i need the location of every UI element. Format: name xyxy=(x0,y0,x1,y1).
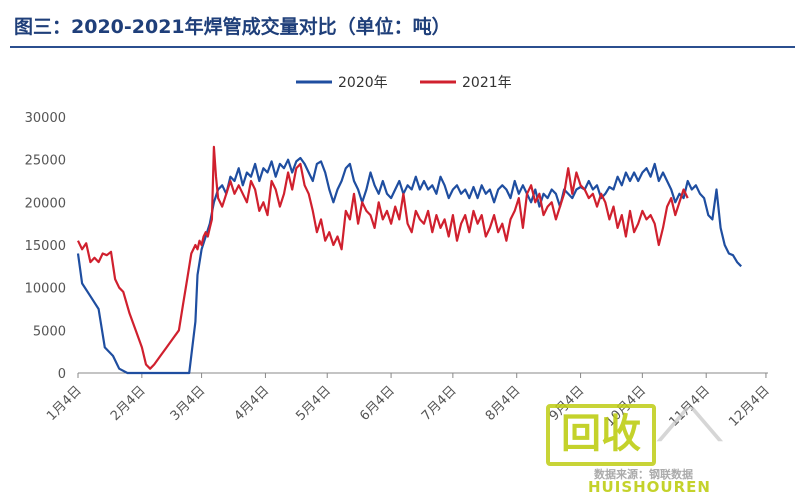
x-tick-label: 5月4日 xyxy=(293,383,334,424)
y-tick-label: 0 xyxy=(58,367,66,382)
watermark-arrow-icon: ⟋⟍ xyxy=(658,400,724,451)
series-line-2021 xyxy=(77,145,689,370)
title-bar: 图三：2020-2021年焊管成交量对比（单位：吨） xyxy=(0,0,800,52)
y-tick-label: 10000 xyxy=(25,282,66,297)
y-tick-label: 25000 xyxy=(25,154,66,169)
series-layer xyxy=(76,145,742,375)
x-tick-label: 6月4日 xyxy=(357,383,398,424)
x-tick-label: 4月4日 xyxy=(232,383,273,424)
y-tick-label: 5000 xyxy=(33,324,66,339)
y-axis: 0 5000 10000 15000 20000 25000 30000 xyxy=(25,111,66,382)
x-tick-label: 1月4日 xyxy=(44,383,85,424)
legend: 2020年 2021年 xyxy=(296,75,512,91)
legend-label: 2021年 xyxy=(462,75,512,91)
chart-title: 图三：2020-2021年焊管成交量对比（单位：吨） xyxy=(14,16,451,38)
series-line-2020 xyxy=(76,156,742,375)
y-tick-label: 20000 xyxy=(25,196,66,211)
x-tick-label: 3月4日 xyxy=(168,383,209,424)
y-tick-label: 30000 xyxy=(25,111,66,126)
watermark-brand: HUISHOUREN xyxy=(588,478,711,496)
y-tick-label: 15000 xyxy=(25,239,66,254)
x-tick-label: 7月4日 xyxy=(419,383,460,424)
watermark-logo: 回收 xyxy=(546,404,656,466)
x-tick-label: 8月4日 xyxy=(483,383,524,424)
x-tick-label: 2月4日 xyxy=(108,383,149,424)
watermark: 回收 ⟋⟍ 数据来源：钢联数据 HUISHOUREN xyxy=(546,400,796,496)
legend-label: 2020年 xyxy=(338,75,388,91)
watermark-source: 数据来源：钢联数据 xyxy=(594,468,693,481)
title-divider xyxy=(10,46,795,48)
